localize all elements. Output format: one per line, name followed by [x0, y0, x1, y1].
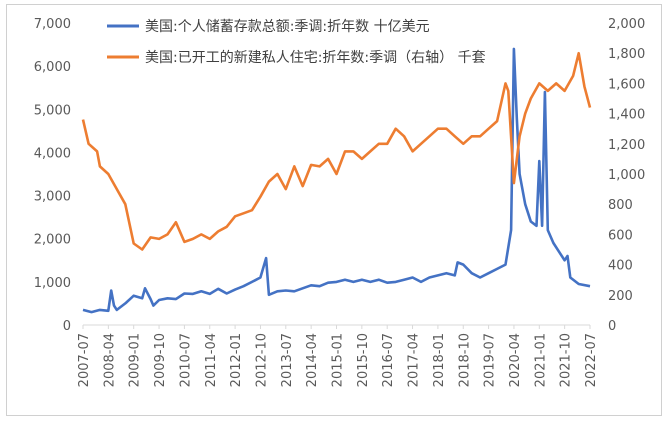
x-tick-label: 2014-04: [305, 333, 320, 387]
y-left-tick-label: 1,000: [34, 276, 71, 291]
legend: 美国:个人储蓄存款总额:季调:折年数 十亿美元 美国:已开工的新建私人住宅:折年…: [107, 19, 486, 66]
x-tick-label: 2009-01: [128, 333, 143, 387]
y-right-tick-label: 1,200: [608, 138, 645, 153]
x-tick-label: 2018-10: [457, 333, 472, 387]
x-tick-label: 2010-07: [178, 333, 193, 387]
y-right-tick-label: 1,600: [608, 77, 645, 92]
legend-label-housing-starts: 美国:已开工的新建私人住宅:折年数:季调（右轴） 千套: [145, 50, 486, 66]
y-right-tick-label: 1,800: [608, 47, 645, 62]
y-left-tick-label: 4,000: [34, 146, 71, 161]
y-right-tick-label: 2,000: [608, 17, 645, 32]
y-left-tick-label: 5,000: [34, 103, 71, 118]
legend-item-savings: 美国:个人储蓄存款总额:季调:折年数 十亿美元: [107, 19, 430, 35]
x-tick-label: 2007-07: [77, 333, 92, 387]
y-right-tick-label: 600: [608, 228, 633, 243]
y-axis-left: 0 1,000 2,000 3,000 4,000 5,000 6,000 7,000: [34, 17, 71, 334]
x-tick-label: 2013-07: [280, 333, 295, 387]
x-tick-label: 2015-01: [331, 333, 346, 387]
x-tick-label: 2018-01: [432, 333, 447, 387]
series-line-housing-starts: [81, 51, 592, 251]
chart-svg: 0 1,000 2,000 3,000 4,000 5,000 6,000 7,000 0 20…: [34, 17, 645, 387]
x-tick-label: 2012-01: [229, 333, 244, 387]
x-tick-label: 2020-04: [508, 333, 523, 387]
y-right-tick-label: 1,400: [608, 108, 645, 123]
y-left-tick-label: 2,000: [34, 233, 71, 248]
x-tick-label: 2016-07: [381, 333, 396, 387]
y-right-tick-label: 800: [608, 198, 633, 213]
x-tick-label: 2015-10: [356, 333, 371, 387]
x-tick-label: 2022-07: [584, 333, 599, 387]
series-layer: [81, 47, 592, 314]
y-left-tick-label: 7,000: [34, 17, 71, 32]
y-axis-right: 0 200 400 600 800 1,000 1,200 1,400 1,600 1,800 2,…: [608, 17, 645, 334]
x-tick-label: 2021-10: [559, 333, 574, 387]
legend-label-savings: 美国:个人储蓄存款总额:季调:折年数 十亿美元: [145, 19, 430, 35]
x-tick-label: 2012-10: [254, 333, 269, 387]
y-right-tick-label: 0: [608, 319, 616, 334]
x-tick-label: 2011-04: [204, 333, 219, 387]
y-right-tick-label: 400: [608, 259, 633, 274]
x-axis: 2007-07 2008-04 2009-01 2009-10 2010-07 2011-…: [77, 325, 599, 387]
x-tick-label: 2021-01: [533, 333, 548, 387]
y-left-tick-label: 6,000: [34, 60, 71, 75]
y-left-tick-label: 0: [63, 319, 71, 334]
y-right-tick-label: 1,000: [608, 168, 645, 183]
y-right-tick-label: 200: [608, 289, 633, 304]
chart-container: 0 1,000 2,000 3,000 4,000 5,000 6,000 7,000 0 20…: [6, 4, 662, 416]
x-tick-label: 2008-04: [102, 333, 117, 387]
legend-item-housing-starts: 美国:已开工的新建私人住宅:折年数:季调（右轴） 千套: [107, 50, 486, 66]
x-tick-label: 2009-10: [153, 333, 168, 387]
x-tick-label: 2019-07: [483, 333, 498, 387]
series-line-savings: [82, 47, 591, 314]
y-left-tick-label: 3,000: [34, 190, 71, 205]
x-tick-label: 2017-04: [407, 333, 422, 387]
